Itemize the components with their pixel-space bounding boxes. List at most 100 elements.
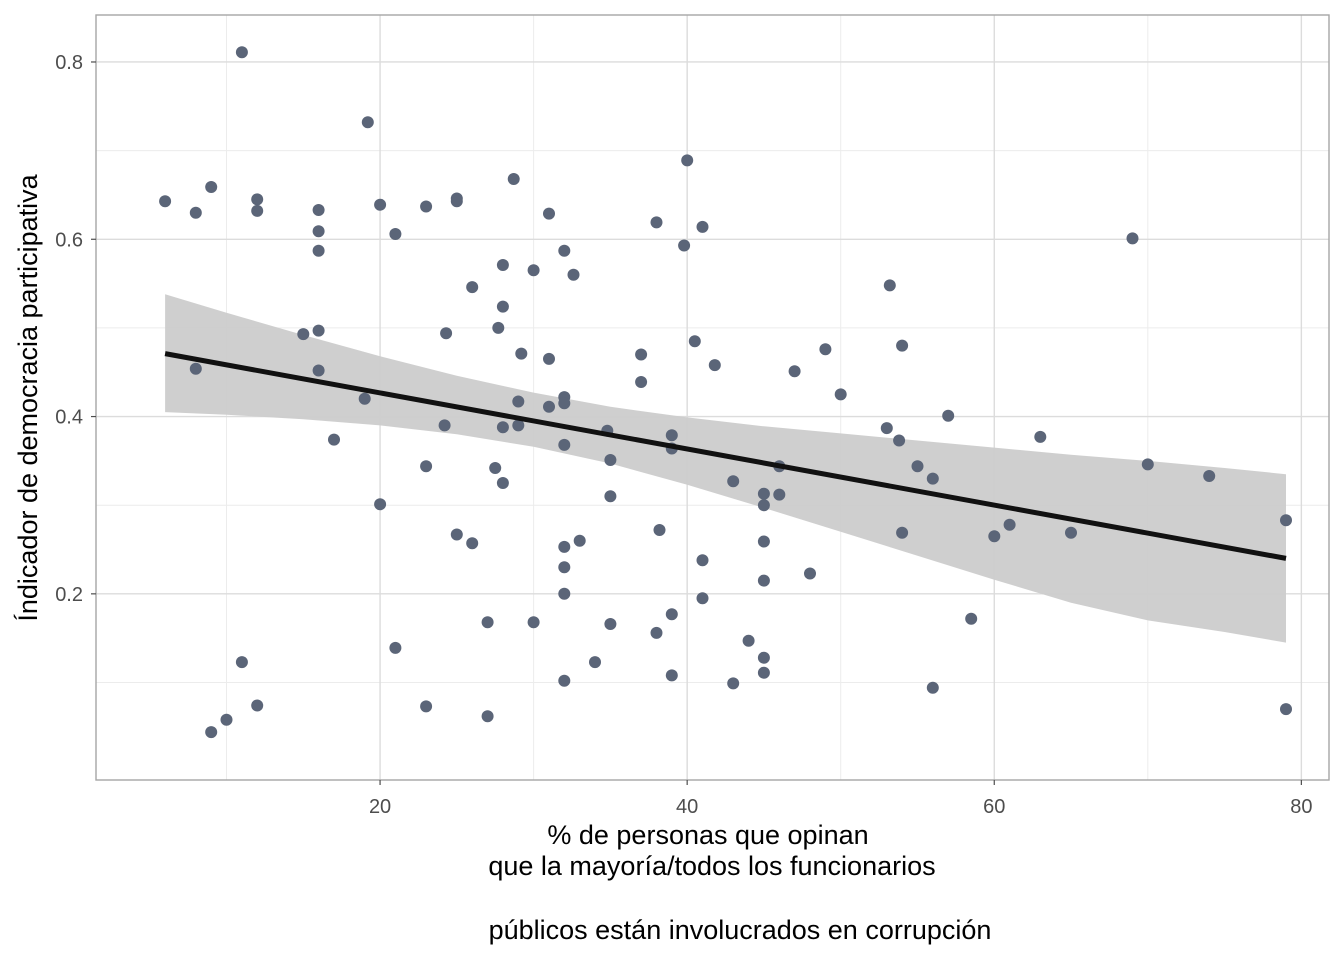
- data-point: [896, 526, 909, 539]
- data-point: [650, 626, 663, 639]
- data-point: [507, 173, 520, 185]
- data-point: [965, 612, 978, 625]
- data-point: [235, 656, 248, 669]
- data-point: [988, 530, 1001, 543]
- x-axis-ticks: 20 40 60 80: [369, 780, 1312, 818]
- x-tick-label: 40: [676, 796, 698, 818]
- data-point: [312, 364, 325, 377]
- data-point: [159, 195, 172, 208]
- data-point: [757, 651, 770, 664]
- data-point: [312, 244, 325, 257]
- data-point: [527, 616, 540, 629]
- y-tick-label: 0.2: [55, 584, 83, 606]
- data-point: [558, 561, 571, 574]
- data-point: [489, 462, 502, 474]
- y-axis-ticks: 0.2 0.4 0.6 0.8: [55, 52, 96, 606]
- data-point: [880, 422, 893, 435]
- data-point: [573, 534, 586, 547]
- data-point: [1065, 526, 1077, 539]
- data-point: [297, 328, 310, 341]
- data-point: [543, 400, 555, 413]
- data-point: [558, 587, 571, 600]
- x-tick-label: 80: [1290, 796, 1312, 818]
- data-point: [328, 433, 340, 446]
- data-point: [466, 281, 479, 294]
- data-point: [896, 339, 909, 352]
- data-point: [650, 216, 663, 229]
- data-point: [450, 528, 463, 541]
- data-point: [589, 656, 601, 669]
- data-point: [558, 244, 571, 257]
- data-point: [543, 352, 555, 365]
- data-point: [883, 279, 896, 292]
- data-point: [678, 239, 691, 252]
- data-point: [189, 206, 202, 219]
- y-axis-title: Índicador de democracia participativa: [13, 173, 43, 621]
- data-point: [205, 726, 218, 739]
- data-point: [1280, 703, 1292, 716]
- data-point: [819, 343, 832, 356]
- panel-border: [95, 14, 1330, 781]
- y-tick-label: 0.8: [55, 52, 83, 74]
- data-point: [496, 421, 509, 434]
- data-point: [834, 388, 847, 401]
- data-point: [1034, 430, 1047, 443]
- data-point: [942, 409, 955, 422]
- data-point: [757, 487, 770, 500]
- data-point: [926, 681, 939, 694]
- data-point: [361, 116, 374, 129]
- data-point: [604, 490, 617, 503]
- data-point: [312, 204, 325, 216]
- data-point: [527, 264, 540, 277]
- data-point: [653, 524, 666, 536]
- data-point: [696, 592, 709, 605]
- data-point: [604, 618, 617, 630]
- data-point: [496, 300, 509, 313]
- data-point: [558, 397, 571, 410]
- data-point: [251, 193, 264, 206]
- data-point: [438, 419, 451, 432]
- confidence-band-layer: [165, 294, 1287, 643]
- data-point: [558, 674, 571, 687]
- data-point: [481, 710, 494, 723]
- x-axis-title-line-2: que la mayoría/todos los funcionarios: [488, 851, 935, 881]
- data-point: [450, 195, 463, 208]
- data-point: [665, 429, 678, 442]
- data-point: [496, 259, 509, 271]
- data-point: [420, 460, 433, 473]
- data-point: [389, 641, 402, 654]
- x-axis-title-line-4: públicos están involucrados en corrupció…: [489, 915, 992, 945]
- data-point: [773, 488, 786, 501]
- data-point: [558, 540, 571, 553]
- x-tick-label: 60: [983, 796, 1005, 818]
- data-point: [911, 460, 924, 473]
- data-point: [512, 395, 525, 408]
- data-point: [492, 321, 505, 334]
- data-point: [420, 700, 433, 713]
- data-point: [374, 498, 387, 511]
- data-point: [696, 554, 709, 567]
- data-point: [665, 608, 678, 621]
- data-point: [708, 359, 721, 372]
- data-point: [312, 324, 325, 337]
- data-point: [757, 535, 770, 548]
- data-point: [742, 634, 755, 647]
- data-point: [440, 327, 453, 340]
- data-point: [665, 669, 678, 682]
- x-tick-label: 20: [369, 796, 391, 818]
- data-point: [251, 204, 264, 217]
- data-point: [567, 268, 580, 281]
- data-point: [635, 376, 648, 388]
- data-point: [235, 46, 248, 59]
- data-point: [926, 472, 939, 485]
- data-point: [1126, 232, 1139, 245]
- data-point: [543, 207, 555, 220]
- data-point: [1003, 518, 1016, 531]
- data-point: [420, 200, 433, 213]
- data-point: [189, 362, 202, 375]
- data-point: [496, 477, 509, 489]
- data-point: [1280, 514, 1292, 527]
- data-point: [757, 666, 770, 679]
- data-point: [804, 567, 816, 580]
